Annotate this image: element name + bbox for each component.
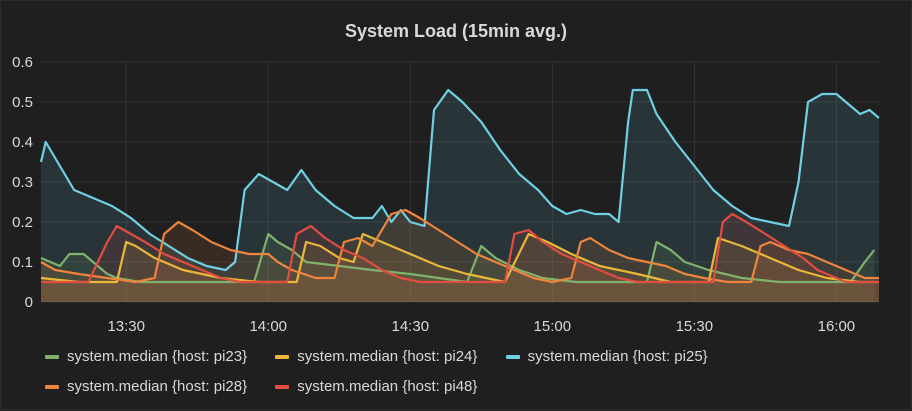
legend-item-pi23[interactable]: system.median {host: pi23} [45, 343, 247, 371]
legend-swatch [275, 385, 290, 389]
y-tick-label: 0.1 [12, 254, 33, 271]
series-lines [39, 88, 880, 284]
legend: system.median {host: pi23} system.median… [45, 341, 885, 401]
legend-item-pi28[interactable]: system.median {host: pi28} [45, 373, 247, 401]
y-tick-label: 0.2 [12, 214, 33, 231]
series-line [40, 208, 879, 284]
y-tick-label: 0.6 [12, 54, 33, 71]
legend-label: system.median {host: pi23} [67, 348, 248, 365]
legend-item-pi48[interactable]: system.median {host: pi48} [275, 373, 477, 401]
y-tick-label: 0.5 [12, 94, 33, 111]
x-tick-label: 13:30 [107, 318, 145, 335]
legend-item-pi24[interactable]: system.median {host: pi24} [275, 343, 477, 371]
legend-label: system.median {host: pi24} [297, 348, 478, 365]
panel-title[interactable]: System Load (15min avg.) [344, 21, 568, 41]
legend-swatch [505, 355, 520, 359]
grid-lines [41, 61, 879, 303]
x-axis: 13:30 14:00 14:30 15:00 15:30 16:00 [107, 318, 855, 335]
x-tick-label: 15:00 [534, 318, 572, 335]
series-line [41, 212, 879, 284]
legend-swatch [275, 355, 290, 359]
legend-label: system.median {host: pi25} [527, 348, 708, 365]
series-area [41, 210, 879, 302]
series-line [40, 232, 879, 284]
y-axis: 0 0.1 0.2 0.3 0.4 0.5 0.6 [12, 54, 33, 311]
series-area [41, 214, 879, 302]
series-area [41, 234, 879, 302]
legend-swatch [45, 385, 59, 389]
y-tick-label: 0.4 [12, 134, 33, 151]
legend-item-pi25[interactable]: system.median {host: pi25} [505, 343, 708, 371]
legend-label: system.median {host: pi48} [297, 378, 478, 395]
y-tick-label: 0.3 [12, 174, 33, 191]
series-area [41, 234, 875, 302]
y-tick-label: 0 [25, 294, 33, 311]
x-tick-label: 14:30 [392, 318, 430, 335]
series-line [39, 88, 880, 272]
x-tick-label: 16:00 [818, 318, 856, 335]
x-tick-label: 15:30 [676, 318, 714, 335]
x-tick-label: 14:00 [249, 318, 287, 335]
legend-swatch [45, 355, 59, 359]
legend-label: system.median {host: pi28} [67, 378, 248, 395]
